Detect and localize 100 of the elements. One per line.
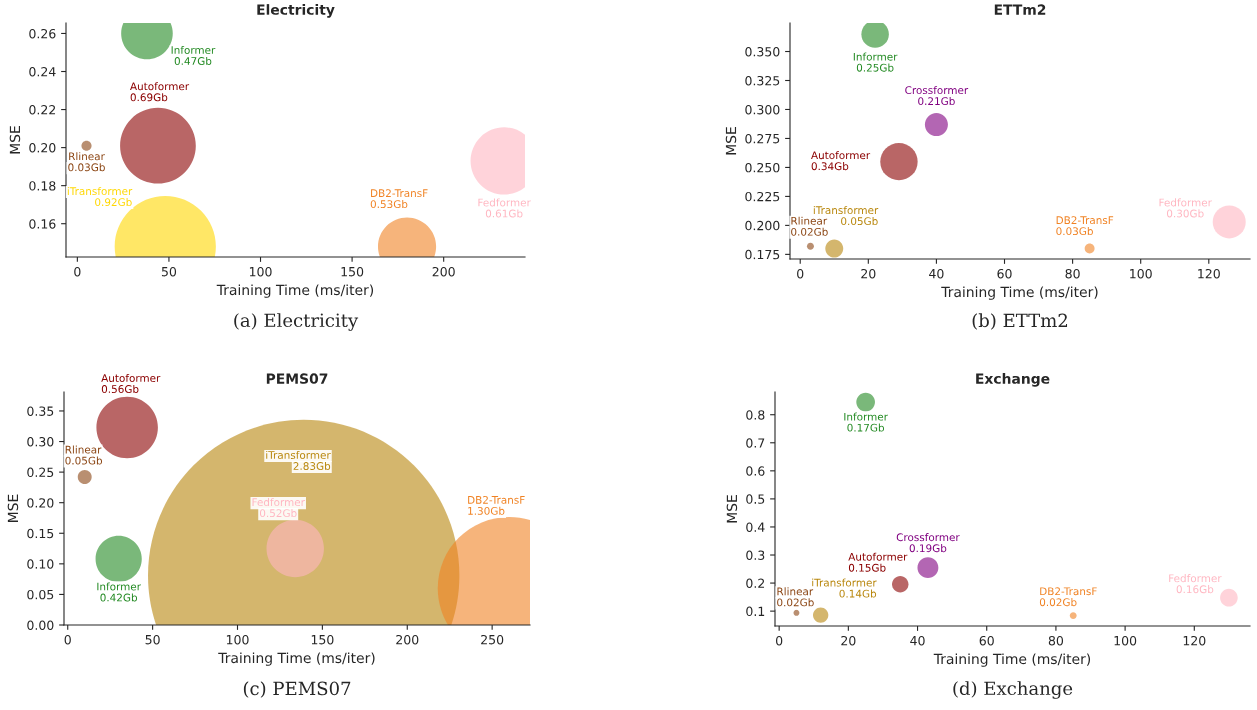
x-tick-label: 20	[861, 268, 876, 279]
annotation: 0.92Gb	[95, 198, 132, 207]
series-label: DB2-TransF	[468, 495, 525, 504]
series-label: Informer	[844, 412, 888, 421]
annotation: 0.56Gb	[101, 384, 139, 393]
y-tick-label: 0.30	[27, 437, 54, 447]
y-tick-label: 0.275	[745, 133, 780, 144]
annotation: 0.25Gb	[856, 63, 894, 72]
annotation: 0.69Gb	[130, 93, 168, 102]
x-tick-label: 250	[481, 634, 504, 645]
y-tick-label: 0.15	[27, 528, 54, 539]
y-tick-label: 0.175	[745, 249, 780, 260]
x-tick-label: 80	[1065, 268, 1080, 279]
series-label: Rlinear	[69, 152, 105, 161]
y-tick-label: 0.00	[27, 620, 54, 630]
y-axis-title: MSE	[726, 495, 738, 523]
x-tick-label: 20	[841, 635, 856, 646]
y-tick-label: 0.22	[29, 105, 56, 115]
text: (d) Exchange	[953, 681, 1073, 699]
chart-title: PEMS07	[266, 373, 328, 384]
series-label: Informer	[97, 582, 141, 591]
text: Crossformer	[905, 86, 969, 95]
y-axis-title: MSE	[9, 126, 21, 154]
series-label: iTransformer	[67, 187, 133, 196]
chart-title: Electricity	[257, 4, 335, 18]
text: (a) Electricity	[234, 313, 359, 331]
series-label: Rlinear	[65, 445, 102, 454]
x-tick-label: 80	[1048, 635, 1064, 646]
y-tick-label: 0.18	[29, 181, 56, 191]
x-tick-label: 200	[396, 634, 419, 645]
annotation: 0.21Gb	[918, 97, 955, 106]
text: DB2-TransF	[1056, 216, 1114, 225]
y-tick-label: 0.10	[27, 559, 54, 569]
x-tick-label: 60	[997, 268, 1012, 279]
x-tick-label: 40	[910, 635, 925, 646]
text: Autoformer	[130, 82, 190, 91]
x-tick-label: 100	[1114, 635, 1137, 646]
x-tick-label: 120	[1183, 635, 1206, 646]
annotation: 0.61Gb	[485, 209, 523, 218]
y-tick-label: 0.25	[27, 467, 54, 478]
x-tick-label: 0	[74, 266, 81, 277]
series-label: Autoformer	[101, 373, 161, 382]
y-tick-label: 0.350	[745, 46, 780, 57]
series-label: Rlinear	[777, 587, 814, 596]
series-label: Fedformer	[1159, 198, 1212, 207]
series-label: Fedformer	[252, 498, 305, 507]
y-tick-label: 0.4	[746, 522, 765, 532]
series-label: Autoformer	[848, 552, 908, 561]
x-tick-label: 200	[432, 266, 455, 277]
annotation: 0.02Gb	[791, 227, 828, 236]
series-label: Crossformer	[896, 533, 960, 542]
x-tick-label: 50	[161, 266, 177, 277]
x-tick-label: 50	[145, 634, 160, 645]
y-tick-label: 0.26	[29, 28, 56, 39]
x-tick-label: 0	[797, 268, 804, 279]
x-tick-label: 0	[64, 634, 71, 645]
annotation: 0.34Gb	[811, 162, 849, 171]
annotation: 0.02Gb	[777, 598, 814, 607]
y-tick-label: 0.8	[746, 410, 765, 420]
x-tick-label: 150	[311, 634, 334, 645]
y-tick-label: 0.5	[746, 494, 765, 504]
y-tick-label: 0.3	[746, 550, 765, 560]
y-tick-label: 0.300	[745, 104, 780, 115]
y-tick-label: 0.250	[745, 162, 780, 173]
annotation: 0.16Gb	[1176, 585, 1214, 594]
series-label: Informer	[853, 52, 898, 61]
x-tick-label: 120	[1198, 268, 1220, 279]
y-tick-label: 0.325	[745, 75, 780, 86]
y-tick-label: 0.6	[746, 466, 765, 476]
text: iTransformer	[813, 206, 879, 215]
annotation: 0.30Gb	[1166, 209, 1204, 218]
annotation: 0.05Gb	[841, 217, 878, 226]
x-axis-title: Training Time (ms/iter)	[216, 284, 374, 298]
y-tick-label: 0.20	[29, 143, 56, 153]
x-tick-label: 60	[979, 635, 994, 646]
text: DB2-TransF	[371, 189, 428, 198]
annotation: 0.03Gb	[1056, 227, 1093, 236]
y-axis-title: MSE	[725, 127, 737, 155]
x-tick-label: 100	[226, 634, 249, 645]
y-tick-label: 0.2	[746, 578, 765, 588]
x-tick-label: 100	[249, 266, 272, 277]
x-axis-title: Training Time (ms/iter)	[933, 653, 1091, 667]
y-tick-label: 0.225	[745, 191, 780, 202]
annotation: 2.83Gb	[293, 461, 331, 470]
text: iTransformer	[812, 578, 877, 587]
y-tick-label: 0.20	[27, 498, 54, 508]
text: DB2-TransF	[1040, 587, 1097, 596]
y-tick-label: 0.200	[745, 220, 780, 231]
annotation: 0.05Gb	[65, 456, 103, 465]
annotation: 0.14Gb	[839, 589, 877, 598]
series-label: Fedformer	[1169, 574, 1222, 583]
x-axis-title: Training Time (ms/iter)	[941, 286, 1098, 300]
annotation: 0.17Gb	[847, 423, 885, 432]
y-tick-label: 0.24	[29, 66, 56, 77]
y-tick-label: 0.16	[29, 219, 56, 229]
annotation: 0.53Gb	[370, 200, 408, 209]
x-tick-label: 100	[1130, 268, 1152, 279]
text: Rlinear	[791, 216, 828, 225]
chart-title: Exchange	[976, 373, 1050, 387]
y-axis-title: MSE	[7, 494, 19, 522]
